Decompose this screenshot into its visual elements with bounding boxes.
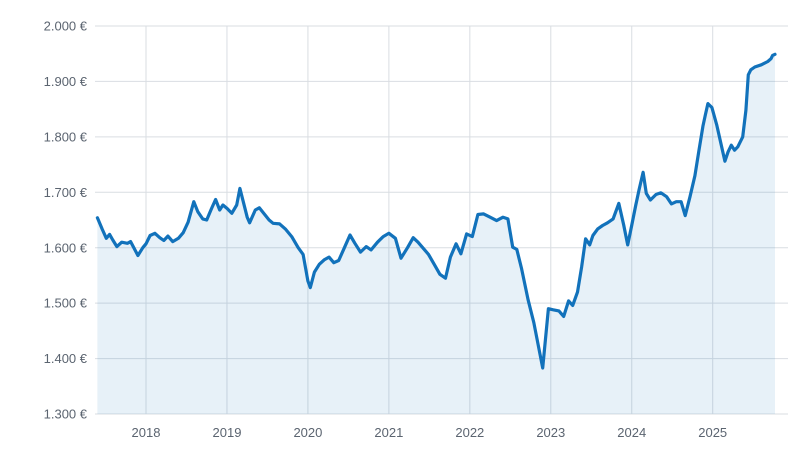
price-area <box>97 54 775 415</box>
x-axis-tick-label: 2020 <box>293 425 322 440</box>
y-axis-tick-label: 1.600 € <box>44 240 88 255</box>
x-axis-tick-label: 2025 <box>698 425 727 440</box>
x-axis-tick-label: 2018 <box>132 425 161 440</box>
x-axis-tick-label: 2023 <box>536 425 565 440</box>
y-axis-tick-label: 1.700 € <box>44 185 88 200</box>
price-line <box>95 52 777 370</box>
y-axis-tick-label: 1.400 € <box>44 351 88 366</box>
y-axis-tick-label: 1.300 € <box>44 407 88 422</box>
x-axis-tick-label: 2024 <box>617 425 646 440</box>
y-axis-tick-label: 1.900 € <box>44 74 88 89</box>
y-axis-tick-label: 1.500 € <box>44 296 88 311</box>
x-axis-tick-label: 2021 <box>374 425 403 440</box>
x-axis-tick-label: 2022 <box>455 425 484 440</box>
y-axis-tick-label: 1.800 € <box>44 129 88 144</box>
x-axis-tick-label: 2019 <box>213 425 242 440</box>
y-axis-tick-label: 2.000 € <box>44 19 88 34</box>
